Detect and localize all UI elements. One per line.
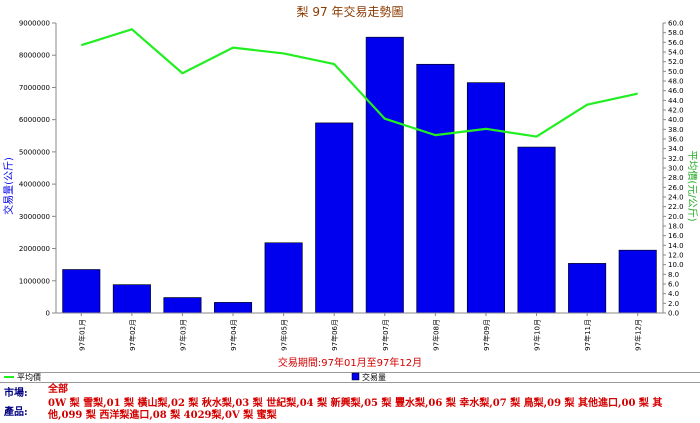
y-right-tick-label: 24.0 bbox=[668, 194, 684, 202]
y-left-tick-label: 2000000 bbox=[19, 245, 50, 253]
price-line-path bbox=[80, 28, 638, 138]
legend-line-label: 平均價 bbox=[17, 372, 41, 382]
y-right-tick-label: 30.0 bbox=[668, 165, 684, 173]
y-right-tick-label: 48.0 bbox=[668, 78, 684, 86]
y-right-tick-label: 26.0 bbox=[668, 184, 684, 192]
y-axis-right-label: 平均價(元/公斤) bbox=[686, 150, 699, 221]
bar bbox=[466, 82, 505, 314]
y-right-tick-label: 18.0 bbox=[668, 223, 684, 231]
y-axis-left-label: 交易量(公斤) bbox=[2, 157, 15, 215]
x-axis-label: 交易期間:97年01月至97年12月 bbox=[278, 356, 422, 369]
legend: 平均價 交易量 bbox=[4, 372, 386, 382]
axes: 0 1000000 2000000 3000000 4000000 5000000 6000… bbox=[19, 20, 684, 351]
y-right-tick-label: 34.0 bbox=[668, 145, 684, 153]
bar bbox=[163, 297, 202, 314]
bar bbox=[618, 249, 657, 314]
market-label: 市場: bbox=[4, 388, 28, 399]
x-tick-label: 97年05月 bbox=[280, 319, 289, 351]
y-right-tick-label: 32.0 bbox=[668, 155, 684, 163]
footer-divider bbox=[0, 372, 700, 373]
y-left-tick-label: 1000000 bbox=[19, 277, 50, 285]
y-left-tick-label: 5000000 bbox=[19, 148, 50, 156]
y-left-tick-label: 3000000 bbox=[19, 213, 50, 221]
bar bbox=[62, 269, 101, 314]
x-tick-label: 97年12月 bbox=[634, 319, 643, 351]
x-tick-label: 97年02月 bbox=[128, 319, 137, 351]
bar bbox=[568, 263, 607, 314]
legend-bar-swatch bbox=[351, 372, 360, 381]
y-right-tick-label: 0.0 bbox=[668, 310, 679, 318]
y-right-tick-label: 22.0 bbox=[668, 203, 684, 211]
y-right-tick-label: 2.0 bbox=[668, 300, 679, 308]
bar bbox=[112, 284, 151, 314]
y-left-tick-label: 6000000 bbox=[19, 116, 50, 124]
y-right-tick-label: 44.0 bbox=[668, 97, 684, 105]
y-left-tick-label: 0 bbox=[46, 310, 50, 318]
legend-bar-label: 交易量 bbox=[362, 372, 386, 382]
chart: 梨 97 年交易走勢圖 0 1000000 2000000 3000000 400000… bbox=[2, 4, 699, 369]
x-tick-label: 97年09月 bbox=[482, 319, 491, 351]
bar bbox=[416, 63, 455, 314]
y-right-tick-label: 8.0 bbox=[668, 271, 679, 279]
y-left-tick-label: 4000000 bbox=[19, 181, 50, 189]
x-tick-label: 97年08月 bbox=[431, 319, 440, 351]
y-right-tick-label: 4.0 bbox=[668, 290, 679, 298]
x-tick-label: 97年07月 bbox=[381, 319, 390, 351]
y-right-tick-label: 28.0 bbox=[668, 174, 684, 182]
y-right-tick-label: 46.0 bbox=[668, 87, 684, 95]
y-left-tick-label: 9000000 bbox=[19, 20, 50, 28]
x-tick-label: 97年11月 bbox=[583, 319, 592, 351]
y-right-tick-label: 52.0 bbox=[668, 58, 684, 66]
y-right-tick-label: 16.0 bbox=[668, 232, 684, 240]
bar bbox=[517, 146, 556, 314]
y-left-tick-label: 7000000 bbox=[19, 84, 50, 92]
y-right-tick-label: 20.0 bbox=[668, 213, 684, 221]
y-left-tick-label: 8000000 bbox=[19, 52, 50, 60]
y-right-tick-label: 36.0 bbox=[668, 136, 684, 144]
y-right-tick-label: 60.0 bbox=[668, 20, 684, 28]
y-right-tick-label: 56.0 bbox=[668, 39, 684, 47]
bar bbox=[264, 242, 303, 314]
bars bbox=[62, 36, 657, 314]
x-tick-label: 97年03月 bbox=[178, 319, 187, 351]
x-tick-label: 97年04月 bbox=[229, 319, 238, 351]
product-line-1: 0W 梨 雪梨,01 梨 橫山梨,02 梨 秋水梨,03 梨 世紀梨,04 梨 … bbox=[48, 398, 663, 409]
y-right-tick-label: 42.0 bbox=[668, 107, 684, 115]
x-tick-label: 97年10月 bbox=[533, 319, 542, 351]
y-right-tick-label: 14.0 bbox=[668, 242, 684, 250]
y-right-tick-label: 38.0 bbox=[668, 126, 684, 134]
bar bbox=[315, 122, 354, 314]
y-right-tick-label: 58.0 bbox=[668, 29, 684, 37]
product-line-2: 他,099 梨 西洋梨進口,08 梨 4029梨,0V 梨 蜜梨 bbox=[48, 410, 277, 421]
bar bbox=[214, 302, 253, 314]
bar bbox=[365, 36, 404, 314]
y-right-tick-label: 40.0 bbox=[668, 116, 684, 124]
y-right-tick-label: 50.0 bbox=[668, 68, 684, 76]
y-right-tick-label: 54.0 bbox=[668, 49, 684, 57]
legend-divider bbox=[0, 382, 700, 383]
market-value: 全部 bbox=[48, 384, 68, 395]
chart-title: 梨 97 年交易走勢圖 bbox=[297, 4, 404, 19]
y-right-tick-label: 12.0 bbox=[668, 252, 684, 260]
product-label: 產品: bbox=[4, 407, 28, 418]
y-right-tick-label: 6.0 bbox=[668, 281, 679, 289]
x-tick-label: 97年06月 bbox=[330, 319, 339, 351]
y-right-tick-label: 10.0 bbox=[668, 261, 684, 269]
x-tick-label: 97年01月 bbox=[77, 319, 86, 351]
price-line bbox=[80, 28, 638, 138]
